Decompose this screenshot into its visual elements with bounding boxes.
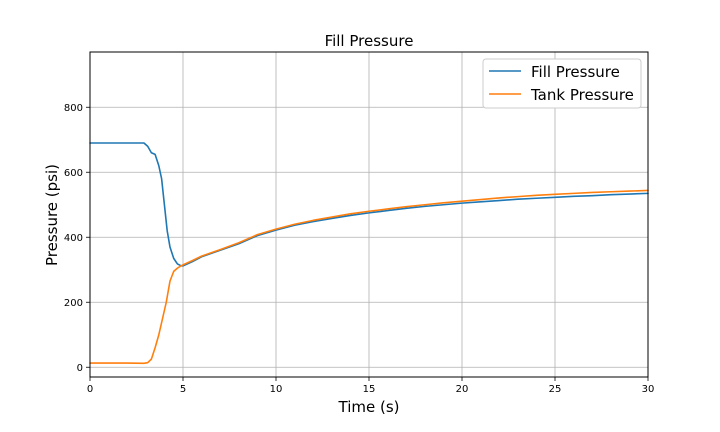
y-tick-label: 600 bbox=[64, 168, 83, 179]
y-tick-label: 200 bbox=[64, 298, 83, 309]
legend: Fill Pressure Tank Pressure bbox=[482, 58, 642, 109]
series-line-fill-pressure bbox=[89, 142, 649, 267]
legend-label-tank-pressure: Tank Pressure bbox=[530, 86, 634, 104]
chart-title: Fill Pressure bbox=[325, 32, 414, 50]
series-lines bbox=[89, 142, 649, 365]
y-tick-label: 800 bbox=[64, 103, 83, 114]
x-tick-label: 20 bbox=[456, 384, 469, 395]
x-tick-label: 5 bbox=[180, 384, 186, 395]
x-tick-label: 15 bbox=[363, 384, 376, 395]
y-axis-label: Pressure (psi) bbox=[43, 164, 61, 266]
axis-ticks: 0 5 10 15 20 25 30 0 200 400 600 800 bbox=[64, 103, 654, 395]
x-tick-label: 30 bbox=[642, 384, 655, 395]
x-axis-label: Time (s) bbox=[338, 398, 400, 416]
y-tick-label: 400 bbox=[64, 233, 83, 244]
y-tick-label: 0 bbox=[77, 363, 83, 374]
series-line-tank-pressure bbox=[89, 189, 649, 365]
x-tick-label: 0 bbox=[87, 384, 93, 395]
legend-label-fill-pressure: Fill Pressure bbox=[531, 63, 620, 81]
x-tick-label: 10 bbox=[270, 384, 283, 395]
legend-box bbox=[482, 58, 642, 109]
x-tick-label: 25 bbox=[549, 384, 562, 395]
